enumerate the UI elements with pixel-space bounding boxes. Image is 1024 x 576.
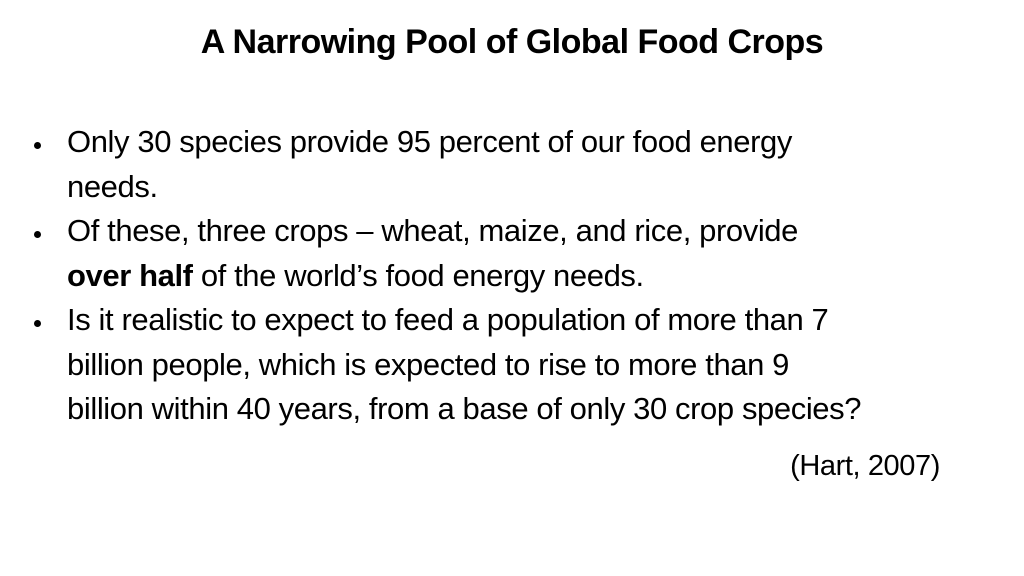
bullet-item-3: Is it realistic to expect to feed a popu… — [0, 298, 1024, 432]
bullet-3-line-3: billion within 40 years, from a base of … — [67, 391, 862, 426]
bullet-2-bold-phrase: over half — [67, 257, 193, 293]
bullet-2-line-2-rest: of the world’s food energy needs. — [192, 257, 644, 293]
bullet-1-line-2: needs. — [67, 168, 158, 204]
bullet-2-line-1: Of these, three crops – wheat, maize, an… — [67, 213, 798, 248]
bullet-3-line-2: billion people, which is expected to ris… — [67, 346, 790, 382]
bullet-marker — [34, 320, 41, 327]
bullet-1-line-1: Only 30 species provide 95 percent of ou… — [67, 124, 792, 159]
slide-title: A Narrowing Pool of Global Food Crops — [200, 23, 824, 61]
bullet-list: Only 30 species provide 95 percent of ou… — [0, 120, 1024, 432]
bullet-2-line-2: over half of the world’s food energy nee… — [67, 254, 1024, 299]
bullet-item-1: Only 30 species provide 95 percent of ou… — [0, 120, 1024, 209]
bullet-marker — [34, 231, 41, 238]
bullet-3-line-1: Is it realistic to expect to feed a popu… — [67, 302, 829, 337]
bullet-item-2: Of these, three crops – wheat, maize, an… — [0, 209, 1024, 298]
bullet-marker — [34, 142, 41, 149]
citation: (Hart, 2007) — [790, 450, 940, 482]
